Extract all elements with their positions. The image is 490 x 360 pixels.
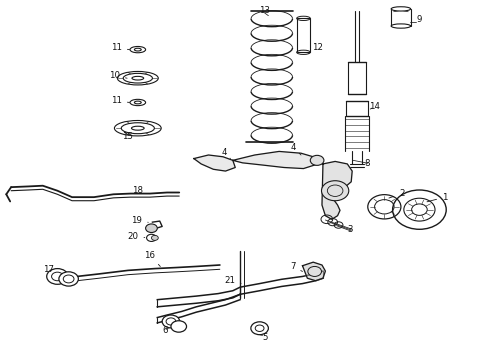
Text: 13: 13 [259, 6, 270, 15]
Text: 4: 4 [222, 148, 230, 158]
Text: 5: 5 [263, 333, 268, 342]
Circle shape [59, 272, 78, 286]
Circle shape [251, 322, 269, 335]
Text: 17: 17 [43, 265, 54, 274]
Polygon shape [322, 161, 352, 219]
Circle shape [162, 315, 180, 328]
Text: 15: 15 [122, 132, 133, 141]
Polygon shape [233, 152, 318, 168]
Circle shape [308, 266, 321, 276]
Circle shape [151, 235, 158, 240]
Text: 18: 18 [132, 186, 150, 195]
Circle shape [310, 156, 324, 165]
Text: 14: 14 [369, 102, 380, 111]
Text: 11: 11 [111, 96, 129, 105]
FancyBboxPatch shape [296, 18, 310, 52]
Text: 7: 7 [290, 262, 302, 271]
Text: 8: 8 [365, 159, 370, 168]
Text: 6: 6 [162, 325, 168, 334]
Ellipse shape [391, 24, 411, 28]
Text: 4: 4 [291, 143, 301, 155]
Text: 19: 19 [131, 216, 148, 225]
Text: 9: 9 [416, 15, 422, 24]
Text: 10: 10 [109, 71, 127, 80]
Circle shape [321, 181, 349, 201]
Polygon shape [302, 262, 325, 281]
Circle shape [171, 321, 187, 332]
Circle shape [47, 269, 68, 284]
Text: 20: 20 [127, 232, 145, 241]
Text: 12: 12 [308, 43, 322, 53]
Circle shape [146, 224, 157, 233]
Text: 16: 16 [145, 251, 160, 266]
Ellipse shape [391, 7, 411, 11]
Text: 1: 1 [427, 193, 447, 202]
Text: 21: 21 [224, 275, 241, 284]
Text: 11: 11 [111, 43, 129, 52]
Text: 2: 2 [389, 189, 405, 198]
Text: 3: 3 [347, 225, 353, 234]
Polygon shape [194, 155, 235, 171]
